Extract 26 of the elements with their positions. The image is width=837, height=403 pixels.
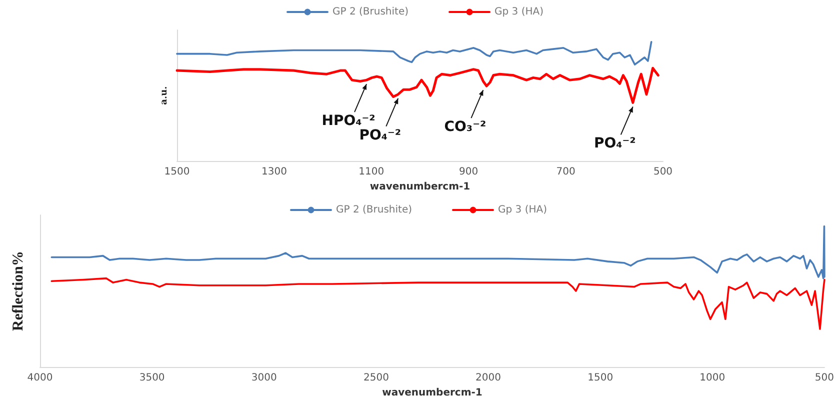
x-tick-label: 2500 bbox=[363, 372, 389, 384]
x-tick-label: 700 bbox=[556, 166, 576, 178]
legend-label: GP 2 (Brushite) bbox=[332, 6, 409, 18]
x-tick-label: 2000 bbox=[476, 372, 501, 384]
x-tick-label: 1000 bbox=[700, 372, 726, 384]
annotation: PO₄⁻² bbox=[594, 136, 636, 152]
x-tick-label: 500 bbox=[814, 372, 834, 384]
legend-label: Gp 3 (HA) bbox=[498, 204, 548, 216]
x-axis-title: wavenumbercm-1 bbox=[382, 387, 482, 398]
annotation: CO₃⁻² bbox=[444, 119, 486, 136]
x-tick-label: 900 bbox=[459, 166, 478, 178]
annotation: HPO₄⁻² bbox=[322, 113, 376, 130]
x-tick-label: 1500 bbox=[588, 372, 614, 384]
x-tick-label: 3500 bbox=[139, 372, 165, 384]
legend-label: GP 2 (Brushite) bbox=[336, 204, 412, 216]
x-tick-label: 1500 bbox=[164, 166, 190, 178]
y-axis-title: a.u. bbox=[160, 86, 170, 105]
annotation: PO₄⁻² bbox=[359, 127, 402, 144]
x-axis-title: wavenumbercm-1 bbox=[370, 182, 470, 192]
x-tick-label: 4000 bbox=[27, 372, 53, 384]
x-tick-label: 500 bbox=[653, 166, 673, 178]
x-tick-label: 1300 bbox=[261, 166, 287, 178]
x-tick-label: 3000 bbox=[251, 372, 277, 384]
legend-label: Gp 3 (HA) bbox=[494, 6, 544, 18]
x-tick-label: 1100 bbox=[358, 166, 384, 178]
y-axis-title: Reflection% bbox=[10, 251, 26, 331]
